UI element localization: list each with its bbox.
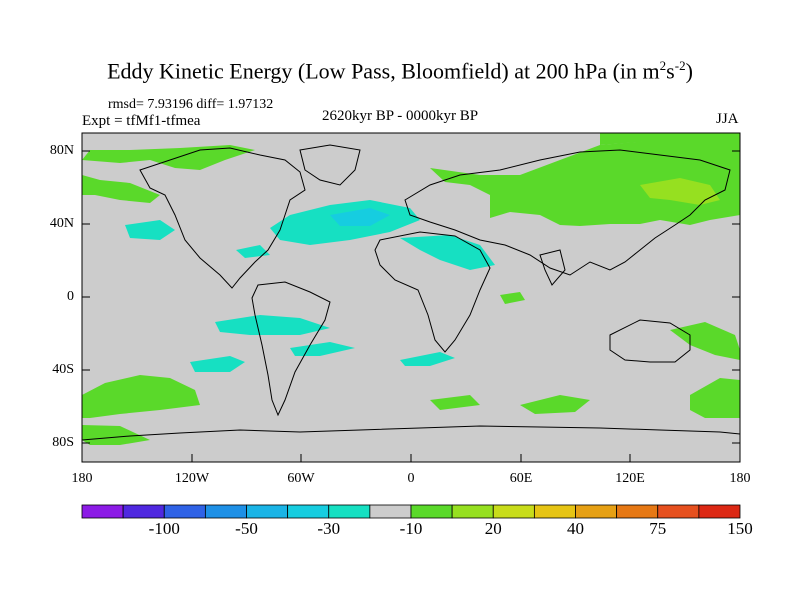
negative-region-atlantic-mid <box>400 235 495 270</box>
y-tick-label: 40N <box>49 216 74 231</box>
positive-region-arctic-east <box>600 133 740 145</box>
colorbar-label: 75 <box>649 519 667 538</box>
period-label: 2620kyr BP - 0000kyr BP <box>322 108 479 124</box>
x-tick-label: 180 <box>729 471 751 486</box>
colorbar-swatch <box>410 504 453 519</box>
coastline-greenland <box>299 144 361 186</box>
coastline-australia <box>609 319 691 363</box>
negative-region-canada <box>236 245 270 258</box>
stats-text: rmsd= 7.93196 diff= 1.97132 <box>108 97 274 112</box>
positive-region-south-indian <box>500 292 525 304</box>
x-tick-label: 0 <box>407 471 415 486</box>
colorbar-swatch <box>533 504 576 519</box>
colorbar-swatch <box>575 504 618 519</box>
positive-region-eurasia-north <box>430 138 740 226</box>
coastline-india <box>539 249 566 286</box>
x-tick-label: 60W <box>287 471 315 486</box>
negative-region-south-atlantic <box>400 352 455 366</box>
y-tick-label: 80S <box>52 435 74 450</box>
colorbar <box>81 504 741 519</box>
colorbar-swatch <box>492 504 535 519</box>
map-area <box>82 133 740 462</box>
positive-region-east-asia-strong <box>640 178 720 205</box>
colorbar-swatch <box>328 504 371 519</box>
positive-region-north-pacific <box>82 145 255 170</box>
colorbar-swatch <box>163 504 206 519</box>
negative-region-north-atlantic-core <box>330 208 390 226</box>
x-tick-label: 180 <box>71 471 93 486</box>
positive-region-antarctic-coast <box>82 425 150 445</box>
colorbar-swatch <box>451 504 494 519</box>
colorbar-swatch <box>246 504 289 519</box>
colorbar-swatch <box>122 504 165 519</box>
x-tick-label: 120E <box>615 471 645 486</box>
colorbar-swatch <box>369 504 412 519</box>
coastline-north-america <box>139 147 306 289</box>
x-tick-label: 60E <box>509 471 533 486</box>
colorbar-swatch <box>204 504 247 519</box>
coastline-eurasia <box>404 149 731 276</box>
axis-ticks <box>81 150 741 462</box>
coastline-antarctica <box>82 425 740 441</box>
colorbar-label: 40 <box>567 519 584 538</box>
colorbar-swatch <box>698 504 741 519</box>
positive-anomaly-regions <box>82 133 740 445</box>
negative-anomaly-regions <box>125 200 495 372</box>
colorbar-label: -50 <box>235 519 258 538</box>
y-tick-label: 0 <box>67 289 74 304</box>
coastline-south-america <box>251 281 331 417</box>
negative-region-north-pacific <box>125 220 175 240</box>
colorbar-swatch <box>81 504 124 519</box>
y-tick-label: 80N <box>49 143 74 158</box>
colorbar-swatch <box>616 504 659 519</box>
y-tick-label: 40S <box>52 362 74 377</box>
x-tick-label: 120W <box>174 471 210 486</box>
coastlines <box>82 144 740 441</box>
positive-region-southern-ocean-atlantic <box>430 395 480 410</box>
colorbar-label: -30 <box>317 519 341 538</box>
negative-region-south-pacific <box>190 356 245 372</box>
season-label: JJA <box>716 111 739 127</box>
colorbar-label: 20 <box>484 519 502 538</box>
colorbar-label: 150 <box>727 519 753 538</box>
negative-region-east-pacific-south <box>215 315 330 335</box>
positive-region-south-pacific-west <box>82 375 200 418</box>
positive-region-alaska <box>82 175 160 203</box>
positive-region-east-pacific-south <box>670 322 740 360</box>
positive-region-southern-ocean-indian <box>520 395 590 414</box>
experiment-label: Expt = tfMf1-tfmea <box>82 113 201 129</box>
chart-title: Eddy Kinetic Energy (Low Pass, Bloomfiel… <box>107 58 693 84</box>
positive-region-southern-ocean-east <box>690 378 740 418</box>
coastline-africa <box>374 231 491 353</box>
colorbar-swatch <box>657 504 700 519</box>
colorbar-label: -10 <box>399 519 423 538</box>
colorbar-label: -100 <box>148 519 180 538</box>
colorbar-swatch <box>287 504 330 519</box>
